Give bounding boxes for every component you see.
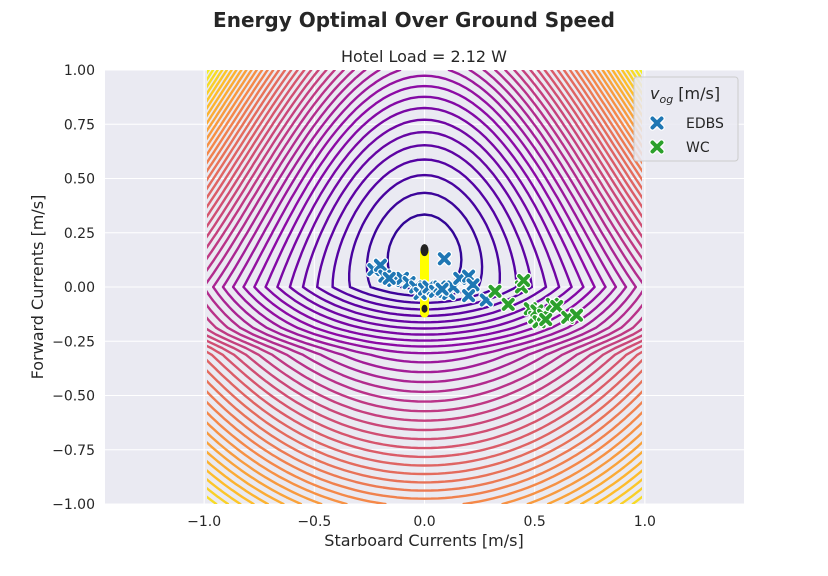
marker-edbs [460,287,477,304]
marker-edbs [372,257,389,274]
contour-level [207,70,642,504]
contour-level [207,70,642,504]
contour-level [207,70,642,422]
y-tick-label: −0.25 [52,334,95,350]
contour-level [207,70,642,504]
marker-wc [568,307,585,323]
legend-label-edbs: EDBS [686,116,724,132]
x-tick-label: 1.0 [634,514,656,530]
x-tick-label: −0.5 [297,514,331,530]
x-tick-label: 0.0 [413,514,435,530]
contour-level [207,70,642,432]
contour-level [207,70,642,403]
marker-wc [537,311,554,328]
contour-level [207,70,642,394]
marker-edbs [465,277,481,293]
x-tick-label: 0.5 [524,514,546,530]
y-axis-ticks: 1.00 0.75 0.50 0.25 0.00 −0.25 −0.50 −0.75 −1.00 [52,63,95,513]
contour-level [207,70,642,450]
vehicle-trajectory [420,244,429,318]
x-axis-ticks: −1.0 −0.5 0.0 0.5 1.0 [187,514,656,530]
contour-level [207,70,642,500]
contour-level [212,70,637,384]
marker-wc [515,272,532,289]
contour-level [207,70,642,82]
x-axis-label: Starboard Currents [m/s] [324,531,523,550]
contour-level [207,70,642,492]
contour-level [207,70,642,504]
marker-wc [500,296,516,313]
scatter-markers [366,251,585,330]
y-axis-label: Forward Currents [m/s] [28,195,47,380]
contour-level [316,144,533,318]
marker-edbs [434,281,450,297]
y-tick-label: −1.00 [52,497,95,513]
contour-level [207,70,642,504]
contour-level [207,70,642,413]
marker-edbs [381,270,397,287]
y-tick-label: 0.50 [64,172,95,188]
legend-label-wc: WC [686,140,710,156]
contour-level [331,158,518,311]
x-tick-label: −1.0 [187,514,221,530]
contour-level [207,70,642,467]
contour-level [207,70,642,459]
contour-level [207,70,642,476]
y-tick-label: 0.75 [64,117,95,133]
chart-title: Hotel Load = 2.12 W [341,47,507,66]
contour-level [221,70,628,374]
y-tick-label: 0.25 [64,226,95,242]
marker-wc [548,298,565,315]
y-tick-label: −0.50 [52,389,95,405]
trajectory-start-marker [420,244,429,257]
chart-suptitle: Energy Optimal Over Ground Speed [213,8,615,32]
contour-level [207,70,642,484]
legend-marker-edbs [649,115,665,131]
contour-level [264,95,585,342]
contour-level [288,118,561,330]
y-tick-label: 1.00 [64,63,95,79]
legend: vog [m/s] EDBS WC [633,76,739,162]
marker-edbs [436,251,453,267]
marker-wc [487,283,503,300]
y-tick-label: 0.00 [64,280,95,296]
contour-level [207,70,642,504]
contour-level [242,74,607,355]
contour-level [253,84,596,348]
contour-level [231,70,618,364]
contour-level [207,70,642,441]
trajectory-end-marker [421,304,428,313]
y-tick-label: −0.75 [52,443,95,459]
legend-title: vog [m/s] [650,84,720,106]
legend-marker-wc [649,139,665,155]
